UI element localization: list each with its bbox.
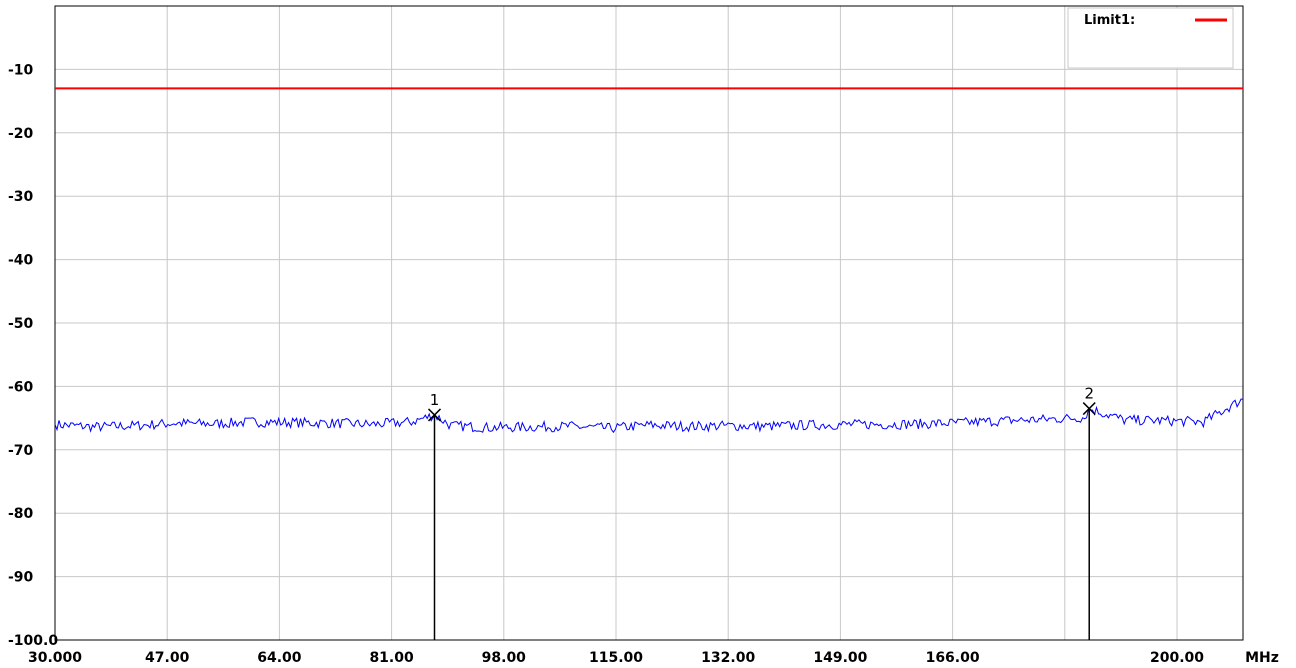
marker-2-label: 2 <box>1084 385 1094 403</box>
x-tick-label-6: 132.00 <box>701 650 755 666</box>
series-layer <box>54 398 1243 434</box>
x-tick-label-9: 200.00 <box>1150 650 1204 666</box>
y-tick-label-0: -10 <box>8 62 34 78</box>
grid <box>54 6 1243 641</box>
x-tick-label-8: 166.00 <box>926 650 980 666</box>
y-tick-label-8: -90 <box>8 570 34 586</box>
x-tick-label-0: 30.000 <box>28 650 82 666</box>
y-tick-label-7: -80 <box>8 506 34 522</box>
marker-1-label: 1 <box>430 391 440 409</box>
y-tick-label-9: -100.0 <box>8 633 58 649</box>
y-tick-label-2: -30 <box>8 189 34 205</box>
legend-entry-limit1: Limit1: <box>1084 13 1135 28</box>
y-tick-label-5: -60 <box>8 379 34 395</box>
marker-1-x-b <box>427 408 442 422</box>
x-tick-label-4: 98.00 <box>482 650 527 666</box>
x-tick-label-7: 149.00 <box>813 650 867 666</box>
x-tick-label-2: 64.00 <box>257 650 302 666</box>
x-axis-unit-label: MHz <box>1245 650 1279 666</box>
plot-frame <box>54 5 1244 641</box>
y-tick-label-1: -20 <box>8 126 34 142</box>
y-tick-label-3: -40 <box>8 253 34 269</box>
x-tick-labels: 30.000 47.00 64.00 81.00 98.00 115.00 132.00 14… <box>28 650 1204 666</box>
legend: Limit1: <box>1067 7 1234 69</box>
y-tick-labels: -10 -20 -30 -40 -50 -60 -70 -80 -90 -100.0 <box>8 62 58 649</box>
y-tick-label-6: -70 <box>8 443 34 459</box>
series-line <box>54 398 1243 434</box>
y-tick-label-4: -50 <box>8 316 34 332</box>
x-tick-label-3: 81.00 <box>369 650 414 666</box>
x-tick-label-5: 115.00 <box>589 650 643 666</box>
marker-2-x-b <box>1082 402 1096 416</box>
x-tick-label-1: 47.00 <box>145 650 190 666</box>
legend-box <box>1067 7 1234 69</box>
